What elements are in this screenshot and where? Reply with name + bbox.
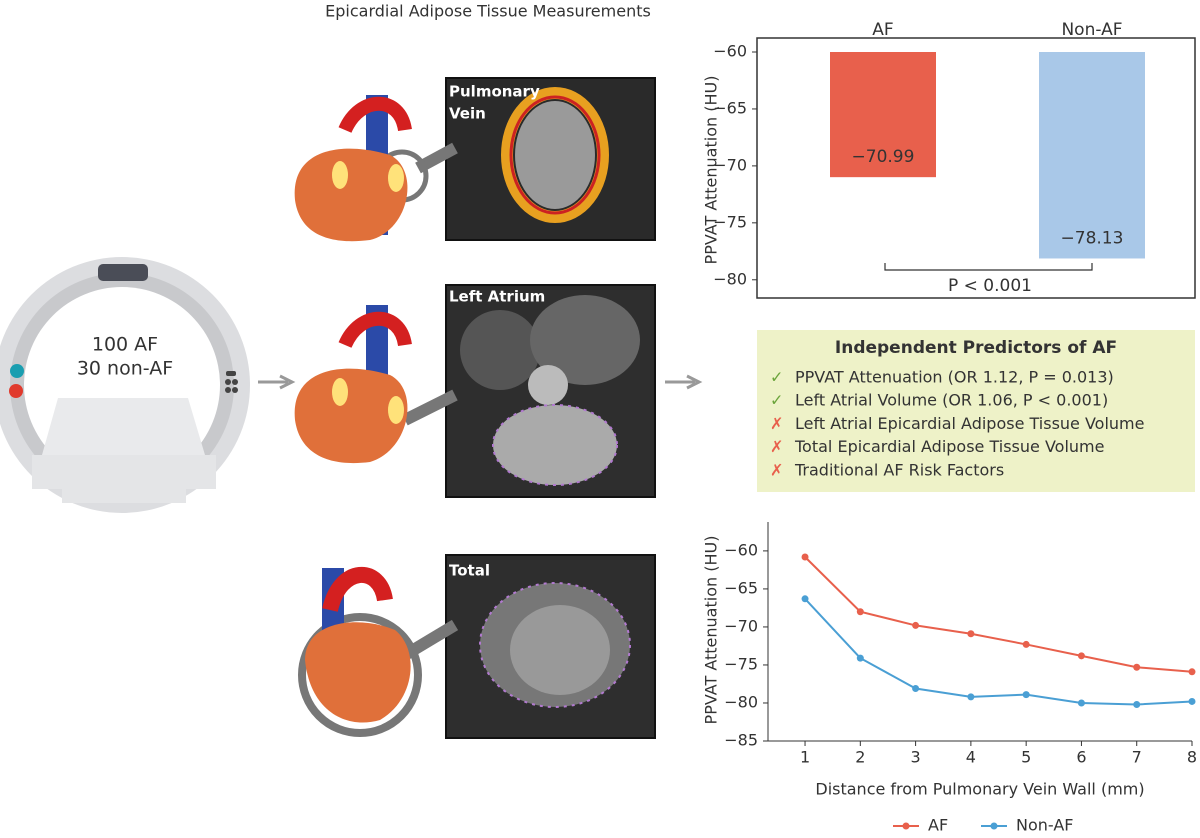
- significance-bracket: [884, 263, 1093, 271]
- x-tick-label: 5: [1021, 748, 1031, 767]
- y-tick-label: −70: [724, 616, 758, 635]
- bar-chart-frame: [756, 37, 1196, 299]
- value-label: −70.99: [852, 147, 915, 167]
- predictor-symbol: ✗: [770, 437, 783, 456]
- legend-label: AF: [928, 816, 948, 835]
- heart-illustration: [294, 305, 412, 464]
- panel-label: Left Atrium: [449, 288, 545, 306]
- predictor-symbol: ✗: [770, 460, 783, 479]
- bar: [830, 52, 936, 178]
- data-point: [801, 595, 809, 603]
- data-point: [856, 654, 864, 662]
- line-series: [804, 556, 1193, 673]
- predictor-symbol: ✓: [770, 391, 783, 410]
- legend-label: Non-AF: [1016, 816, 1073, 835]
- arrow: [665, 374, 703, 390]
- predictor-text: Traditional AF Risk Factors: [794, 460, 1004, 479]
- y-tick-label: −60: [724, 540, 758, 559]
- x-axis-label: Distance from Pulmonary Vein Wall (mm): [815, 780, 1144, 799]
- x-tick-label: AF: [872, 20, 893, 40]
- data-point: [967, 630, 975, 638]
- panel-label: Total: [449, 562, 490, 580]
- predictor-text: PPVAT Attenuation (OR 1.12, P = 0.013): [795, 368, 1114, 387]
- y-tick-label: −60: [713, 42, 747, 61]
- data-point: [856, 608, 864, 616]
- cohort-label: 100 AF: [92, 334, 158, 356]
- y-tick-label: −65: [713, 98, 747, 117]
- data-point: [1022, 691, 1030, 699]
- data-point: [1077, 652, 1085, 660]
- predictors-box: [757, 330, 1195, 492]
- p-value: P < 0.001: [948, 276, 1032, 296]
- predictor-text: Total Epicardial Adipose Tissue Volume: [794, 437, 1104, 456]
- predictors-title: Independent Predictors of AF: [835, 338, 1117, 358]
- legend-marker: [990, 822, 998, 830]
- data-point: [1188, 697, 1196, 705]
- y-tick-label: −80: [724, 692, 758, 711]
- x-tick-label: 6: [1076, 748, 1086, 767]
- data-point: [801, 553, 809, 561]
- data-point: [1077, 699, 1085, 707]
- data-point: [1133, 701, 1141, 708]
- x-tick-label: 1: [800, 748, 810, 767]
- predictor-symbol: ✗: [770, 414, 783, 433]
- ct-image: [375, 77, 656, 241]
- figure-title: Epicardial Adipose Tissue Measurements: [325, 2, 651, 21]
- y-axis-label: PPVAT Attenuation (HU): [702, 536, 721, 725]
- heart-illustration: [305, 567, 411, 723]
- ct-image: [298, 554, 656, 739]
- data-point: [912, 685, 920, 693]
- arrow: [258, 374, 296, 390]
- y-tick-label: −85: [724, 731, 758, 750]
- predictor-text: Left Atrial Volume (OR 1.06, P < 0.001): [795, 391, 1108, 410]
- x-tick-label: 3: [911, 748, 921, 767]
- heart-illustration: [294, 95, 412, 242]
- data-point: [912, 621, 920, 629]
- x-tick-label: 2: [855, 748, 865, 767]
- y-tick-label: −75: [724, 654, 758, 673]
- panel-label: Vein: [449, 105, 486, 123]
- legend-marker: [902, 822, 910, 830]
- ct-image: [402, 284, 656, 498]
- data-point: [1133, 663, 1141, 671]
- line-series: [804, 598, 1193, 706]
- predictor-text: Left Atrial Epicardial Adipose Tissue Vo…: [795, 414, 1144, 433]
- x-tick-label: 7: [1132, 748, 1142, 767]
- y-tick-label: −80: [713, 269, 747, 288]
- y-axis-label: PPVAT Attenuation (HU): [702, 76, 721, 265]
- cohort-label: 30 non-AF: [77, 358, 173, 380]
- data-point: [1022, 640, 1030, 648]
- x-tick-label: 8: [1187, 748, 1197, 767]
- y-tick-label: −75: [713, 212, 747, 231]
- y-tick-label: −70: [713, 155, 747, 174]
- y-tick-label: −65: [724, 578, 758, 597]
- panel-label: Pulmonary: [449, 83, 540, 101]
- ct-scanner: [0, 257, 250, 513]
- x-tick-label: Non-AF: [1061, 20, 1122, 40]
- predictor-symbol: ✓: [770, 368, 783, 387]
- bar: [1039, 52, 1145, 259]
- data-point: [967, 693, 975, 701]
- x-tick-label: 4: [966, 748, 976, 767]
- value-label: −78.13: [1061, 228, 1124, 248]
- data-point: [1188, 668, 1196, 676]
